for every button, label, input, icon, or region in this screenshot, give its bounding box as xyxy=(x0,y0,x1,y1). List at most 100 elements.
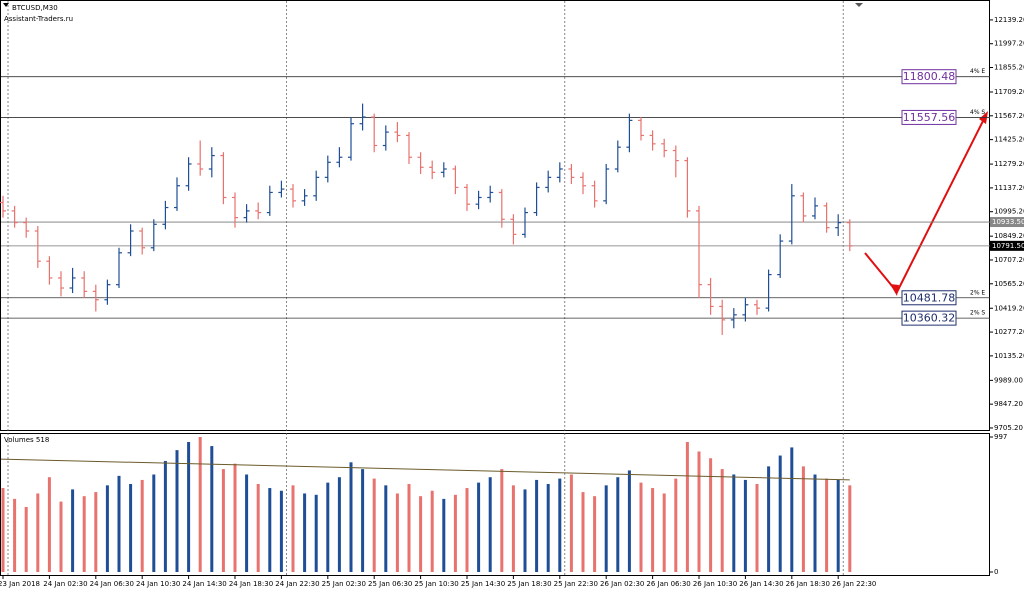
volume-bar xyxy=(790,447,794,572)
y-tick-label: 9705.20 xyxy=(994,424,1023,432)
volume-bar xyxy=(291,485,295,572)
ohlc-bar xyxy=(69,267,76,294)
volume-bar xyxy=(94,492,98,572)
volume-bar xyxy=(546,483,550,572)
ohlc-bar xyxy=(719,299,726,335)
ohlc-bar xyxy=(220,152,227,205)
volume-bar xyxy=(801,466,805,572)
price-tag: 10791.50 xyxy=(992,242,1024,250)
x-tick-label: 24 Jan 18:30 xyxy=(229,580,273,588)
level-value: 10360.32 xyxy=(903,312,956,325)
volume-bar xyxy=(442,498,446,572)
volume-bar xyxy=(268,488,272,572)
volume-tick-label: 997 xyxy=(994,433,1007,441)
ohlc-bar xyxy=(464,184,470,211)
x-tick-label: 24 Jan 10:30 xyxy=(136,580,180,588)
volume-bar xyxy=(639,482,643,572)
volume-bar xyxy=(825,478,829,572)
x-tick-label: 26 Jan 06:30 xyxy=(646,580,690,588)
volume-trend xyxy=(0,458,850,481)
y-tick-label: 11279.20 xyxy=(994,160,1024,168)
ohlc-bar xyxy=(545,170,552,193)
volume-bar xyxy=(651,488,655,572)
volume-bar xyxy=(36,493,40,572)
shift-marker[interactable] xyxy=(855,3,863,7)
level-box xyxy=(901,290,957,306)
ohlc-bar xyxy=(313,170,320,201)
volume-bar xyxy=(685,442,689,572)
ohlc-bar xyxy=(846,219,853,252)
y-tick-label: 12139.20 xyxy=(994,16,1024,24)
x-tick-label: 23 Jan 2018 xyxy=(0,580,40,588)
volume-bar xyxy=(245,474,249,572)
volume-bar xyxy=(303,493,307,572)
ohlc-bar xyxy=(452,165,459,195)
ohlc-bar xyxy=(197,140,204,176)
volume-bar xyxy=(477,482,481,572)
ohlc-bar xyxy=(104,279,111,305)
y-tick-label: 10565.20 xyxy=(994,280,1024,288)
volume-bar xyxy=(233,463,237,572)
volume-bar xyxy=(593,496,597,572)
volume-bar xyxy=(720,469,724,572)
ohlc-bar xyxy=(429,160,436,180)
menu-arrow[interactable] xyxy=(3,3,9,7)
volume-bar xyxy=(337,477,341,572)
volume-bar xyxy=(778,455,782,572)
ohlc-bar xyxy=(777,234,784,278)
volume-bar xyxy=(488,477,492,572)
ohlc-bar xyxy=(684,157,691,218)
volume-bar xyxy=(430,490,434,572)
ohlc-bar xyxy=(533,182,540,216)
volume-bar xyxy=(163,460,167,572)
x-tick-label: 25 Jan 18:30 xyxy=(507,580,551,588)
ohlc-bar xyxy=(348,117,354,161)
ohlc-bar xyxy=(406,132,412,164)
y-tick-label: 11855.20 xyxy=(994,64,1024,72)
ohlc-bar xyxy=(243,204,250,223)
price-tag-bg xyxy=(990,217,1024,228)
ohlc-bar xyxy=(278,180,285,198)
volume-bar xyxy=(604,485,608,572)
volume-bar xyxy=(314,494,318,572)
ohlc-bar xyxy=(754,299,760,315)
level-value: 11557.56 xyxy=(903,111,956,124)
ohlc-bar xyxy=(800,192,807,223)
volume-bar xyxy=(465,488,469,572)
ohlc-bar xyxy=(162,200,169,230)
ohlc-bar xyxy=(696,205,702,299)
x-tick-label: 26 Jan 22:30 xyxy=(832,580,876,588)
y-tick-label: 10707.20 xyxy=(994,256,1024,264)
ohlc-bar xyxy=(266,185,273,216)
x-tick-label: 26 Jan 02:30 xyxy=(600,580,644,588)
volume-bar xyxy=(395,493,399,572)
ohlc-bar xyxy=(475,190,482,210)
volume-bar xyxy=(662,493,666,572)
volume-bar xyxy=(326,482,330,572)
x-tick-label: 26 Jan 18:30 xyxy=(786,580,830,588)
volume-bar xyxy=(210,446,214,572)
volume-bar xyxy=(256,483,260,572)
x-tick-label: 24 Jan 22:30 xyxy=(275,580,319,588)
ohlc-bar xyxy=(417,152,424,175)
x-tick-label: 25 Jan 02:30 xyxy=(322,580,366,588)
y-tick-label: 11997.20 xyxy=(994,40,1024,48)
arrow-head xyxy=(890,284,899,296)
level-box xyxy=(901,310,957,326)
y-tick-label: 10995.20 xyxy=(994,208,1024,216)
volume-bar xyxy=(140,479,144,572)
volume-bar xyxy=(187,442,191,572)
ohlc-bar xyxy=(730,308,737,329)
volume-bar xyxy=(105,485,109,572)
ohlc-bar xyxy=(765,269,772,312)
y-tick-label: 11567.20 xyxy=(994,112,1024,120)
ohlc-bar xyxy=(522,207,528,238)
volume-bar xyxy=(848,485,852,572)
y-tick-label: 9847.20 xyxy=(994,400,1023,408)
chart-title: BTCUSD,M30 xyxy=(12,4,58,12)
ohlc-bar xyxy=(127,224,134,257)
x-tick-label: 24 Jan 02:30 xyxy=(43,580,87,588)
ohlc-bar xyxy=(394,122,401,143)
ohlc-bar xyxy=(556,162,563,183)
ohlc-bar xyxy=(150,219,157,252)
